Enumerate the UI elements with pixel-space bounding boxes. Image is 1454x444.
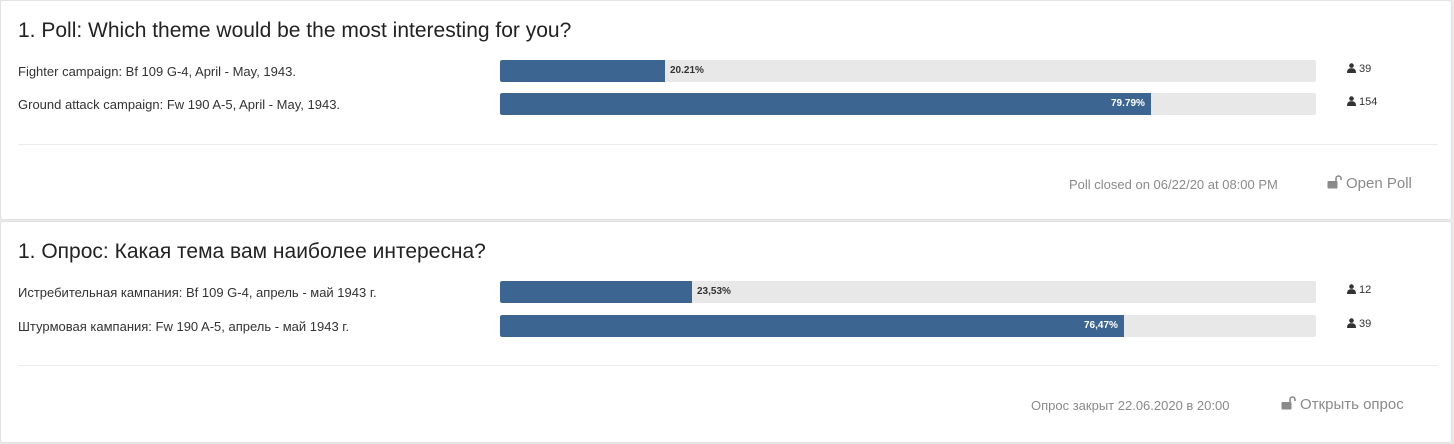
result-bar-fill — [500, 281, 692, 303]
vote-count-value: 12 — [1359, 284, 1372, 296]
result-bar: 79.79% — [500, 93, 1316, 115]
vote-count[interactable]: 39 — [1347, 318, 1371, 330]
choice-label: Fighter campaign: Bf 109 G-4, April - Ma… — [18, 64, 296, 79]
vote-count[interactable]: 154 — [1347, 96, 1377, 108]
choice-label: Ground attack campaign: Fw 190 A-5, Apri… — [18, 97, 341, 112]
open-poll-button[interactable]: Открыть опрос — [1281, 396, 1404, 413]
poll-title: 1. Опрос: Какая тема вам наиболее интере… — [18, 240, 486, 263]
divider — [18, 144, 1438, 145]
vote-count-value: 39 — [1359, 63, 1372, 75]
result-bar-fill — [500, 60, 665, 82]
unlock-icon — [1281, 396, 1296, 410]
vote-count-value: 154 — [1359, 96, 1378, 108]
open-poll-label: Open Poll — [1346, 175, 1412, 192]
result-percent: 76,47% — [1084, 320, 1118, 331]
result-bar-fill — [500, 93, 1151, 115]
user-icon — [1347, 96, 1356, 106]
poll-choice: Ground attack campaign: Fw 190 A-5, Apri… — [1, 93, 1453, 117]
choice-label: Штурмовая кампания: Fw 190 A-5, апрель -… — [18, 319, 350, 334]
poll-choice: Fighter campaign: Bf 109 G-4, April - Ma… — [1, 60, 1453, 84]
vote-count-value: 39 — [1359, 318, 1372, 330]
open-poll-button[interactable]: Open Poll — [1327, 175, 1412, 192]
poll-card-english: 1. Poll: Which theme would be the most i… — [0, 0, 1452, 220]
poll-card-russian: 1. Опрос: Какая тема вам наиболее интере… — [0, 221, 1452, 443]
open-poll-label: Открыть опрос — [1300, 396, 1404, 413]
poll-title: 1. Poll: Which theme would be the most i… — [18, 19, 572, 42]
choice-label: Истребительная кампания: Bf 109 G-4, апр… — [18, 285, 377, 300]
divider — [18, 365, 1438, 366]
result-percent: 23,53% — [697, 286, 731, 297]
poll-choice: Истребительная кампания: Bf 109 G-4, апр… — [1, 281, 1453, 305]
result-bar: 20.21% — [500, 60, 1316, 82]
unlock-icon — [1327, 175, 1342, 189]
result-bar: 76,47% — [500, 315, 1316, 337]
result-percent: 20.21% — [670, 65, 704, 76]
vote-count[interactable]: 12 — [1347, 284, 1371, 296]
result-percent: 79.79% — [1111, 98, 1145, 109]
user-icon — [1347, 284, 1356, 294]
user-icon — [1347, 63, 1356, 73]
poll-closed-status: Poll closed on 06/22/20 at 08:00 PM — [1069, 177, 1278, 192]
user-icon — [1347, 318, 1356, 328]
result-bar-fill — [500, 315, 1124, 337]
poll-choice: Штурмовая кампания: Fw 190 A-5, апрель -… — [1, 315, 1453, 339]
result-bar: 23,53% — [500, 281, 1316, 303]
vote-count[interactable]: 39 — [1347, 63, 1371, 75]
poll-closed-status: Опрос закрыт 22.06.2020 в 20:00 — [1031, 398, 1230, 413]
